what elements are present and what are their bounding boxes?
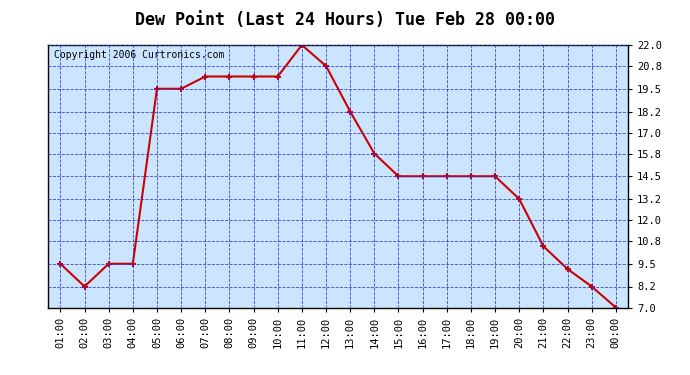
Text: Copyright 2006 Curtronics.com: Copyright 2006 Curtronics.com [54, 50, 224, 60]
Text: Dew Point (Last 24 Hours) Tue Feb 28 00:00: Dew Point (Last 24 Hours) Tue Feb 28 00:… [135, 11, 555, 29]
